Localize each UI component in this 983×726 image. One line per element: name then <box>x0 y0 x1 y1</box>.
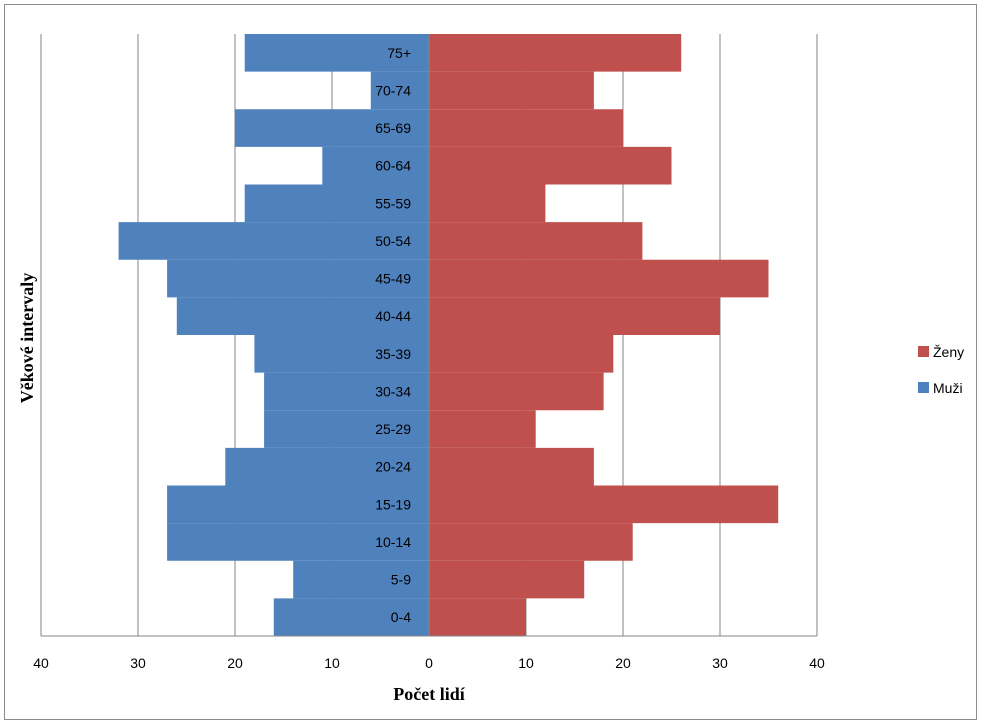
bar-men-5-9 <box>293 560 429 599</box>
x-tick-label: 30 <box>712 655 728 671</box>
legend-swatch-muzi <box>918 382 929 393</box>
category-label: 15-19 <box>375 496 411 512</box>
bar-men-70-74 <box>370 71 429 110</box>
bar-men-35-39 <box>254 335 429 373</box>
category-label: 60-64 <box>375 158 411 174</box>
men-bars <box>118 34 429 636</box>
category-label: 5-9 <box>391 572 411 588</box>
bar-women-0-4 <box>429 598 526 636</box>
bar-men-50-54 <box>118 222 429 260</box>
y-axis-title: Věkové intervaly <box>17 273 37 403</box>
category-label: 55-59 <box>375 195 411 211</box>
bar-women-65-69 <box>429 109 623 147</box>
legend-label-zeny: Ženy <box>933 344 964 360</box>
category-label: 75+ <box>387 45 411 61</box>
category-label: 30-34 <box>375 383 411 399</box>
category-label: 0-4 <box>391 609 411 625</box>
bar-women-35-39 <box>429 335 614 373</box>
legend: Ženy Muži <box>918 344 964 396</box>
bar-men-65-69 <box>235 109 429 147</box>
x-tick-label: 10 <box>324 655 340 671</box>
category-label: 40-44 <box>375 308 411 324</box>
category-label: 50-54 <box>375 233 411 249</box>
bar-women-60-64 <box>429 146 672 185</box>
legend-label-muzi: Muži <box>933 380 963 396</box>
bar-women-10-14 <box>429 523 633 561</box>
bar-women-40-44 <box>429 297 720 335</box>
bar-women-50-54 <box>429 222 643 260</box>
bar-women-20-24 <box>429 447 594 486</box>
bar-women-25-29 <box>429 410 536 448</box>
category-labels: 0-4 5-9 10-14 15-19 20-24 25-29 30-34 35-39 40-4… <box>375 45 411 625</box>
bar-women-5-9 <box>429 560 585 599</box>
bar-women-15-19 <box>429 485 779 524</box>
bar-men-75+ <box>244 34 429 72</box>
bar-men-30-34 <box>264 372 429 411</box>
bar-men-55-59 <box>244 184 429 223</box>
x-tick-label: 20 <box>227 655 243 671</box>
category-label: 65-69 <box>375 120 411 136</box>
women-bars <box>429 34 779 636</box>
category-label: 35-39 <box>375 346 411 362</box>
legend-swatch-zeny <box>918 346 929 357</box>
x-tick-label: 20 <box>615 655 631 671</box>
x-tick-label: 30 <box>130 655 146 671</box>
bar-men-15-19 <box>167 485 429 524</box>
x-tick-label: 40 <box>809 655 825 671</box>
bar-men-25-29 <box>264 410 429 448</box>
bar-women-45-49 <box>429 259 769 298</box>
category-label: 20-24 <box>375 459 411 475</box>
x-tick-labels: 40 30 20 10 0 10 20 30 40 <box>33 655 825 671</box>
x-axis-title: Počet lidí <box>393 684 465 704</box>
bar-men-60-64 <box>322 146 429 185</box>
bar-men-0-4 <box>273 598 429 636</box>
category-label: 25-29 <box>375 421 411 437</box>
x-tick-label: 40 <box>33 655 49 671</box>
x-tick-label: 0 <box>425 655 433 671</box>
bar-men-20-24 <box>225 447 429 486</box>
bar-men-10-14 <box>167 523 429 561</box>
category-label: 70-74 <box>375 82 411 98</box>
bar-men-45-49 <box>167 259 429 298</box>
category-label: 45-49 <box>375 271 411 287</box>
bar-men-40-44 <box>176 297 429 335</box>
bar-women-30-34 <box>429 372 604 411</box>
bar-women-75+ <box>429 34 682 72</box>
bar-women-55-59 <box>429 184 546 223</box>
bar-women-70-74 <box>429 71 594 110</box>
x-tick-label: 10 <box>518 655 534 671</box>
category-label: 10-14 <box>375 534 411 550</box>
